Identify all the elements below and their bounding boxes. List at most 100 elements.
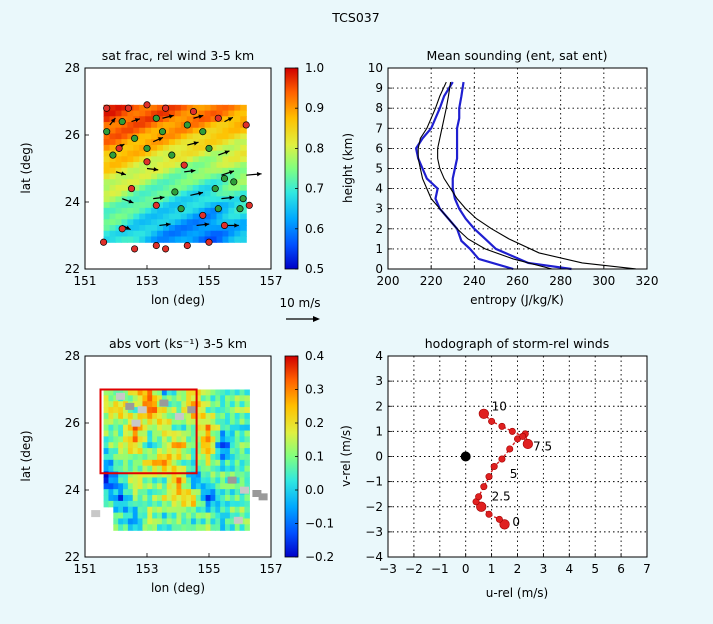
p3-heatmap-cell: [157, 512, 163, 520]
p3-heatmap-cell: [225, 465, 231, 473]
p3-heatmap-cell: [127, 412, 134, 420]
p3-heatmap-cell: [181, 436, 187, 443]
p3-heatmap-cell: [181, 407, 187, 414]
p3-heatmap-cell: [118, 465, 124, 473]
p1-heatmap-cell: [145, 230, 152, 238]
p3-heatmap-cell: [152, 465, 158, 473]
p3-heatmap-cell: [181, 442, 187, 449]
p1-heatmap-cell: [204, 139, 212, 146]
p3-heatmap-cell: [239, 465, 246, 473]
p1-heatmap-cell: [151, 213, 158, 220]
p1-heatmap-cell: [210, 122, 218, 129]
p1-heatmap-cell: [168, 173, 176, 180]
p3-heatmap-cell: [200, 518, 207, 525]
p1-heatmap-cell: [145, 162, 152, 169]
p3-heatmap-cell: [118, 495, 124, 502]
p3-heatmap-cell: [220, 483, 226, 490]
p1-heatmap-cell: [103, 202, 111, 209]
p1-marker-red: [131, 245, 139, 253]
p1-heatmap-cell: [109, 133, 117, 140]
p1-heatmap-cell: [115, 190, 123, 198]
p1-heatmap-cell: [240, 219, 247, 226]
p1-heatmap-cell: [180, 190, 188, 198]
p3-heatmap-cell: [239, 453, 246, 461]
p1-heatmap-cell: [121, 213, 128, 220]
p3-heatmap-cell: [229, 453, 236, 461]
p1-heatmap-cell: [240, 236, 247, 243]
p2-xlabel: entropy (J/kg/K): [470, 293, 564, 307]
p3-heatmap-cell: [166, 495, 173, 502]
p3-heatmap-cell: [215, 495, 221, 502]
p4-point-label: 7.5: [533, 439, 552, 453]
p3-heatmap-cell: [191, 483, 197, 490]
p3-heatmap-cell: [239, 495, 246, 502]
p1-heatmap-cell: [180, 139, 188, 146]
p3-heatmap-cell: [113, 471, 119, 479]
p3-heatmap-cell: [171, 407, 178, 414]
p1-heatmap-cell: [240, 179, 247, 186]
p3-heatmap-cell: [171, 418, 178, 426]
p3-heatmap-cell: [176, 465, 182, 473]
p1-heatmap-cell: [228, 110, 235, 117]
p3-heatmap-cell: [171, 506, 178, 514]
p1-heatmap-cell: [174, 173, 182, 180]
p3-heatmap-cell: [127, 495, 134, 502]
p3-heatmap-cell: [200, 500, 207, 508]
p1-heatmap-cell: [234, 110, 241, 117]
p1-heatmap-cell: [234, 139, 241, 146]
p3-heatmap-cell: [191, 477, 197, 484]
p3-heatmap-cell: [166, 430, 173, 437]
p3-heatmap-cell: [161, 489, 168, 496]
p2-ytick-label: 9: [375, 81, 383, 95]
p3-heatmap-cell: [210, 436, 216, 443]
p3-heatmap-cell: [181, 453, 187, 461]
p1-heatmap-cell: [216, 219, 224, 226]
p1-heatmap-cell: [222, 144, 229, 152]
p1-heatmap-cell: [127, 236, 134, 243]
p1-heatmap-cell: [121, 150, 128, 157]
p1-heatmap-cell: [145, 179, 152, 186]
p3-nodata-patch: [159, 399, 169, 407]
p1-heatmap-cell: [228, 225, 235, 232]
p3-heatmap-cell: [161, 424, 168, 432]
p3-heatmap-cell: [205, 500, 212, 508]
p3-heatmap-cell: [166, 477, 173, 484]
p3-heatmap-cell: [210, 389, 216, 396]
p3-heatmap-cell: [103, 448, 110, 455]
p3-heatmap-cell: [166, 453, 173, 461]
p3-heatmap-cell: [166, 512, 173, 520]
p3-heatmap-cell: [181, 512, 187, 520]
p3-heatmap-cell: [186, 495, 192, 502]
p1-heatmap-cell: [180, 213, 188, 220]
p1-heatmap-cell: [127, 179, 134, 186]
p3-heatmap-cell: [108, 465, 114, 473]
p1-wind-vector-head: [159, 195, 165, 200]
p1-heatmap-cell: [222, 110, 229, 117]
p1-heatmap-cell: [103, 144, 111, 152]
p3-nodata-patch: [227, 476, 237, 484]
p3-heatmap-cell: [210, 465, 216, 473]
p3-heatmap-cell: [186, 512, 192, 520]
p2-ytick-label: 4: [375, 182, 383, 196]
p3-heatmap-cell: [108, 407, 114, 414]
p1-heatmap-cell: [127, 144, 134, 152]
p3-heatmap-cell: [147, 430, 153, 437]
p3-heatmap-cell: [210, 518, 216, 525]
p1-heatmap-cell: [168, 139, 176, 146]
p1-heatmap-cell: [133, 184, 140, 192]
p1-heatmap-cell: [186, 110, 194, 117]
p3-heatmap-cell: [229, 465, 236, 473]
p3-heatmap-cell: [176, 483, 182, 490]
p1-heatmap-cell: [174, 196, 182, 203]
p1-ytick-label: 28: [65, 61, 80, 75]
p3-heatmap-cell: [137, 489, 144, 496]
p1-heatmap-cell: [228, 207, 235, 215]
p3-heatmap-cell: [210, 512, 216, 520]
p1-wind-vector-head: [134, 118, 140, 123]
p3-heatmap-cell: [157, 495, 163, 502]
p3-heatmap-cell: [123, 459, 129, 467]
p3-heatmap-cell: [200, 389, 207, 396]
p1-heatmap-cell: [174, 127, 182, 135]
p1-heatmap-cell: [228, 127, 235, 135]
p3-heatmap-cell: [118, 489, 124, 496]
